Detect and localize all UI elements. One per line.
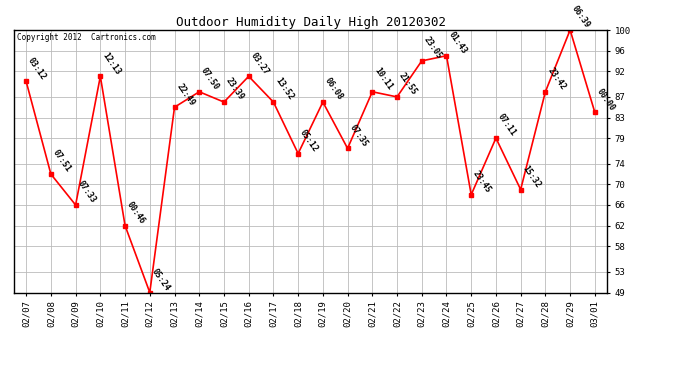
Text: 13:52: 13:52 bbox=[273, 76, 295, 102]
Text: 07:50: 07:50 bbox=[199, 66, 221, 92]
Text: 12:13: 12:13 bbox=[100, 51, 122, 76]
Text: 22:49: 22:49 bbox=[175, 82, 196, 107]
Text: 07:11: 07:11 bbox=[496, 112, 518, 138]
Text: 01:43: 01:43 bbox=[446, 30, 469, 56]
Text: 21:55: 21:55 bbox=[397, 71, 419, 97]
Text: 23:42: 23:42 bbox=[545, 66, 567, 92]
Text: 03:27: 03:27 bbox=[248, 51, 270, 76]
Text: 07:35: 07:35 bbox=[348, 123, 369, 148]
Text: 10:11: 10:11 bbox=[373, 66, 394, 92]
Text: 23:05: 23:05 bbox=[422, 35, 444, 61]
Text: 03:12: 03:12 bbox=[26, 56, 48, 81]
Text: 05:24: 05:24 bbox=[150, 267, 172, 292]
Text: 00:46: 00:46 bbox=[125, 200, 147, 226]
Text: 06:08: 06:08 bbox=[323, 76, 344, 102]
Text: 15:32: 15:32 bbox=[521, 164, 542, 189]
Text: 23:45: 23:45 bbox=[471, 169, 493, 195]
Text: Copyright 2012  Cartronics.com: Copyright 2012 Cartronics.com bbox=[17, 33, 155, 42]
Text: 05:12: 05:12 bbox=[298, 128, 320, 153]
Text: 06:39: 06:39 bbox=[570, 4, 592, 30]
Text: 07:51: 07:51 bbox=[51, 148, 72, 174]
Title: Outdoor Humidity Daily High 20120302: Outdoor Humidity Daily High 20120302 bbox=[175, 16, 446, 29]
Text: 07:33: 07:33 bbox=[76, 179, 97, 205]
Text: 00:00: 00:00 bbox=[595, 87, 617, 112]
Text: 23:39: 23:39 bbox=[224, 76, 246, 102]
